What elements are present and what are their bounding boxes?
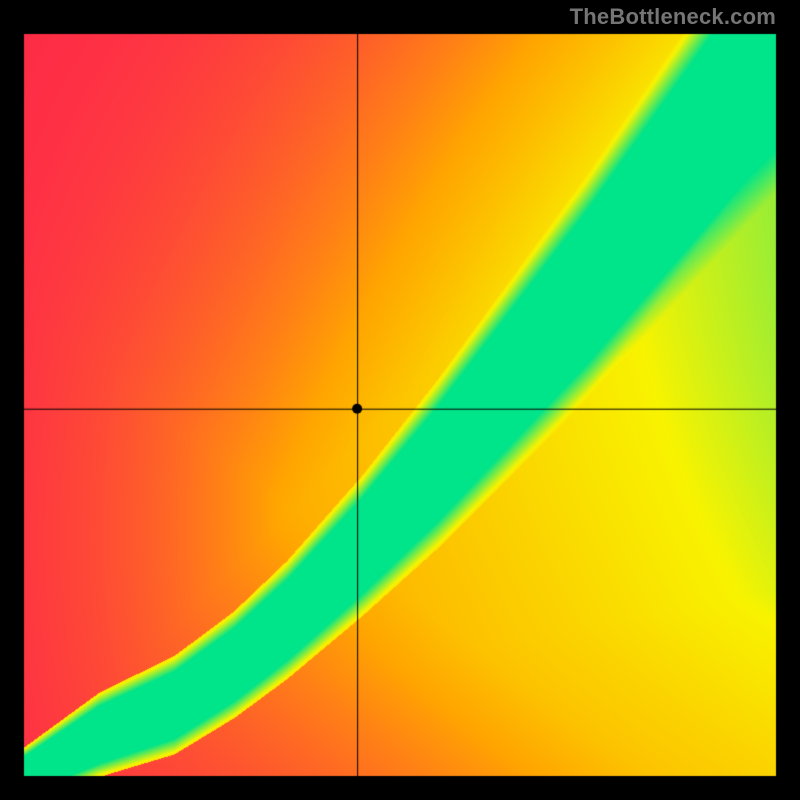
bottleneck-heatmap	[0, 0, 800, 800]
chart-container: TheBottleneck.com	[0, 0, 800, 800]
watermark-text: TheBottleneck.com	[570, 4, 776, 30]
